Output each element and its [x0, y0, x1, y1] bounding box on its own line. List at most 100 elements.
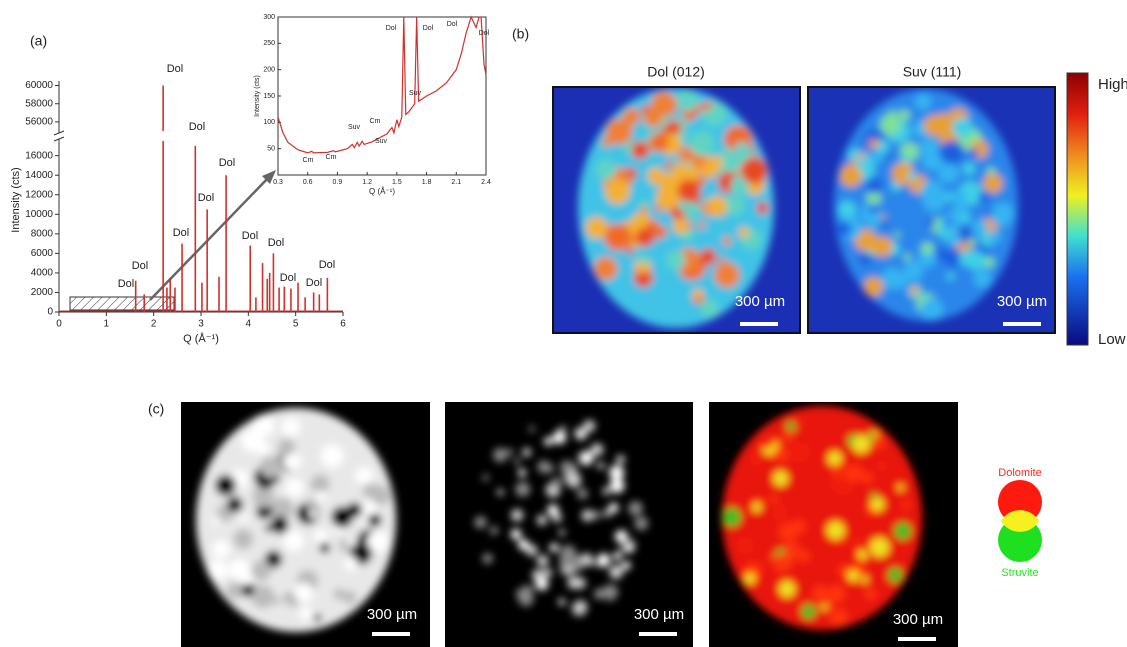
map-spot [737, 537, 754, 554]
map-spot [684, 161, 691, 168]
map-spot [772, 504, 788, 520]
map-spot [493, 448, 507, 462]
map-spot [565, 472, 581, 488]
map-spot [309, 510, 317, 518]
y-tick-label: 100 [263, 119, 275, 126]
scale-bar [898, 637, 936, 641]
map-spot [741, 157, 768, 184]
map-spot [560, 425, 567, 432]
x-tick-label: 1.2 [362, 179, 372, 186]
y-tick-label: 300 [263, 14, 275, 21]
peak-label: Dol [268, 237, 285, 249]
map-spot [689, 131, 714, 156]
map-spot [915, 94, 931, 110]
map-spot [920, 137, 937, 154]
map-spot [991, 203, 1013, 225]
map-spot [921, 298, 944, 321]
map-spot [963, 162, 976, 175]
peak-label: Cm [326, 154, 337, 161]
map-spot [979, 192, 990, 203]
map-spot [969, 148, 978, 157]
map-spot [847, 570, 859, 582]
scale-bar-label: 300 µm [893, 611, 943, 628]
map-spot [903, 261, 923, 281]
map-spot [673, 218, 689, 234]
map-spot [581, 509, 593, 521]
legend-label: Struvite [1001, 567, 1038, 579]
figure: (a) (b) (c) High Low Dol (012) Suv (111)… [0, 0, 1127, 647]
y-tick-label: 200 [263, 67, 275, 74]
scale-bar-label: 300 µm [735, 293, 785, 310]
map-spot [577, 454, 583, 460]
colorbar [1067, 73, 1088, 345]
map-spot [522, 448, 531, 457]
map-spot [923, 188, 946, 211]
x-tick-label: 1.5 [392, 179, 402, 186]
map-spot [535, 577, 548, 590]
map-spot [861, 576, 868, 583]
map-spot [900, 506, 908, 514]
map-spot [609, 465, 624, 480]
map-spot [526, 544, 538, 556]
map-spot [665, 161, 674, 170]
map-spot [866, 177, 883, 194]
map-spot [894, 523, 911, 540]
panel-label: (c) [148, 401, 164, 417]
map-spot [869, 205, 878, 214]
map-spot [797, 550, 809, 562]
peak-label: Dol [132, 260, 149, 272]
map-spot [609, 565, 623, 579]
inset-frame [278, 17, 486, 175]
map-spot [537, 517, 543, 523]
map-spot [511, 529, 522, 540]
map-spot [227, 496, 243, 512]
map-spot [482, 474, 489, 481]
map-spot [215, 475, 236, 496]
x-axis-label: Q (Å⁻¹) [369, 187, 395, 196]
map-spot [577, 488, 588, 499]
map-spot [767, 554, 773, 560]
map-title: Dol (012) [647, 64, 705, 80]
map-spot [865, 588, 876, 599]
peak-label: Dol [167, 63, 184, 75]
map-spot [719, 257, 725, 263]
x-tick-label: 0.6 [303, 179, 313, 186]
map-spot [656, 186, 680, 210]
map-spot [870, 538, 889, 557]
map-spot [651, 91, 676, 116]
y-tick-label: 56000 [25, 117, 53, 128]
map-spot [859, 253, 871, 265]
scale-bar [372, 632, 410, 636]
y-tick-label: 150 [263, 93, 275, 100]
map-spot [310, 475, 329, 494]
map-blobs [196, 408, 396, 632]
map-spot [283, 592, 297, 606]
map-spot [610, 478, 625, 493]
map-spot [344, 557, 357, 570]
map-spot [907, 172, 916, 181]
map-spot [551, 477, 562, 488]
map-spot [946, 272, 954, 280]
peak-label: Cm [303, 157, 314, 164]
y-tick-label: 0 [47, 307, 53, 318]
map-spot [756, 202, 768, 214]
y-tick-label: 10000 [25, 209, 53, 220]
scale-bar [1003, 322, 1041, 326]
map-spot [758, 432, 775, 449]
map-spot [596, 159, 617, 180]
x-axis-label: Q (Å⁻¹) [183, 332, 219, 345]
map-spot [604, 509, 612, 517]
map-spot [848, 148, 860, 160]
map-spot [251, 560, 271, 580]
map-spot [586, 217, 608, 239]
map-spot [880, 219, 889, 228]
x-tick-label: 1.8 [422, 179, 432, 186]
map-spot [227, 582, 244, 599]
map-spot [971, 220, 987, 236]
map-spot [864, 277, 883, 296]
map-spot [603, 584, 619, 600]
map-spot [877, 460, 888, 471]
y-tick-label: 8000 [31, 228, 54, 239]
map-spot [537, 555, 549, 567]
y-tick-label: 50 [267, 146, 275, 153]
